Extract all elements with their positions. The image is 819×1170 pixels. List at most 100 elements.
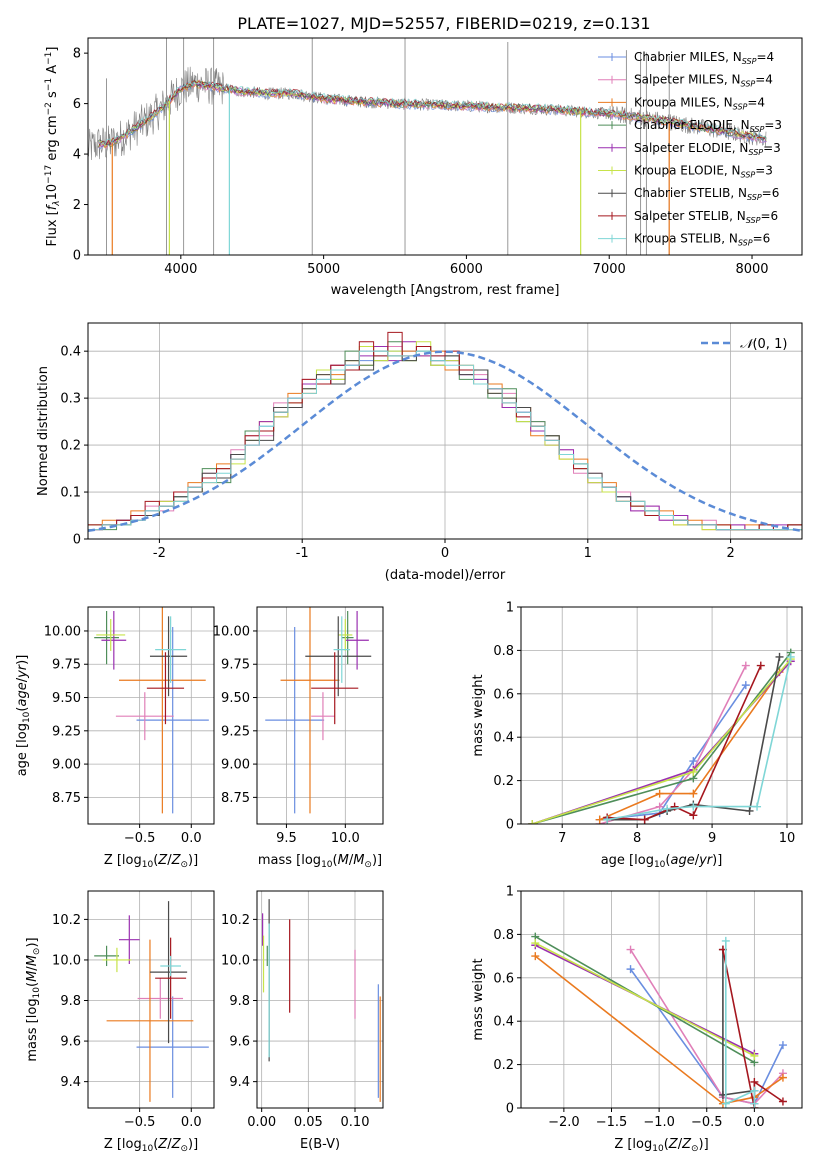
x-axis-label: age [log10(age/yr)] bbox=[601, 853, 723, 870]
series-point bbox=[750, 1077, 759, 1086]
x-axis-label: E(B-V) bbox=[300, 1137, 340, 1152]
errorbar-kroupa-elodie bbox=[102, 947, 132, 973]
series-point bbox=[655, 802, 664, 811]
axes-frame bbox=[256, 606, 384, 825]
series-kroupa-elodie bbox=[531, 939, 759, 1060]
y-tick-label: 8.75 bbox=[52, 791, 81, 806]
errorbar-chabrier-stelib bbox=[149, 616, 188, 697]
y-tick-label: 9.50 bbox=[221, 691, 250, 706]
axes-frame bbox=[256, 890, 384, 1109]
y-axis-label: mass weight bbox=[471, 958, 486, 1040]
y-tick-label: 9.8 bbox=[60, 994, 81, 1009]
y-tick-label: 0 bbox=[506, 818, 514, 833]
y-tick-label: 0 bbox=[506, 1102, 514, 1117]
x-axis-label: mass [log10(M/M⊙)] bbox=[258, 853, 382, 870]
legend-label: Salpeter MILES, NSSP=4 bbox=[634, 73, 773, 89]
x-tick-label: −1.0 bbox=[643, 1115, 675, 1130]
series-point bbox=[689, 767, 698, 776]
series-point bbox=[741, 661, 750, 670]
x-tick-label: 0.0 bbox=[181, 1115, 202, 1130]
errorbar-salpeter-stelib bbox=[146, 652, 185, 725]
y-tick-label: 0.4 bbox=[60, 345, 81, 360]
series-point bbox=[603, 815, 612, 824]
series-salpeter-miles bbox=[595, 661, 750, 824]
series-salpeter-stelib bbox=[718, 945, 787, 1108]
series-chabrier-stelib bbox=[718, 945, 759, 1099]
series-point bbox=[775, 652, 784, 661]
y-axis-label: Flux [fλ10−17 erg cm−2 s−1 A−1] bbox=[44, 47, 62, 247]
x-tick-label: 8 bbox=[633, 831, 641, 846]
x-tick-label: 0.0 bbox=[181, 831, 202, 846]
axes-frame bbox=[520, 890, 803, 1109]
legend-label: Salpeter STELIB, NSSP=6 bbox=[634, 209, 778, 225]
errorbar-chabrier-elodie bbox=[94, 610, 119, 665]
y-tick-label: 10.0 bbox=[52, 953, 81, 968]
weight-vs-Z-panel: −2.0 −1.5 −1.0 −0.5 0.0 0 0.2 0.4 0.6 0.8 1 Z [log1… bbox=[471, 885, 803, 1154]
series-point bbox=[745, 806, 754, 815]
errorbar-chabrier-elodie bbox=[94, 945, 119, 967]
model-spectrum-kroupa-stelib bbox=[97, 80, 767, 147]
y-tick-label: 9.6 bbox=[229, 1035, 250, 1050]
legend-label: Salpeter ELODIE, NSSP=3 bbox=[634, 141, 781, 157]
y-tick-label: 9.4 bbox=[229, 1075, 250, 1090]
x-tick-label: 10.0 bbox=[331, 831, 360, 846]
y-axis-label: mass weight bbox=[471, 674, 486, 756]
errorbar-salpeter-elodie bbox=[345, 610, 369, 670]
y-tick-label: 9.75 bbox=[52, 658, 81, 673]
errorbar-chabrier-miles bbox=[136, 626, 209, 814]
series-point bbox=[750, 1099, 759, 1108]
y-axis-label: Normed distribution bbox=[36, 366, 51, 496]
y-tick-label: 4 bbox=[73, 148, 81, 163]
axes-frame bbox=[520, 606, 803, 825]
y-tick-label: 0.8 bbox=[493, 928, 514, 943]
residuals-panel: -2 -1 0 1 2 0 0.1 0.2 0.3 0.4 (data-model)/error No… bbox=[36, 322, 803, 583]
y-tick-label: 9.00 bbox=[221, 758, 250, 773]
y-tick-label: 6 bbox=[73, 97, 81, 112]
y-tick-label: 0.1 bbox=[60, 486, 81, 501]
x-axis-label: (data-model)/error bbox=[385, 568, 506, 583]
series-point bbox=[721, 936, 730, 945]
series-point bbox=[689, 789, 698, 798]
series-point bbox=[595, 815, 604, 824]
errorbar-salpeter-elodie bbox=[101, 610, 127, 670]
axes-frame bbox=[87, 890, 215, 1109]
axes-frame bbox=[87, 37, 803, 256]
y-tick-label: 0 bbox=[73, 533, 81, 548]
series-salpeter-stelib bbox=[603, 661, 765, 824]
series-line bbox=[724, 940, 756, 1105]
series-chabrier-elodie bbox=[528, 648, 795, 824]
series-line bbox=[599, 665, 747, 824]
age-vs-Z-panel: −0.5 0.0 8.75 9.00 9.25 9.50 9.75 10.00 Z [log10… bbox=[15, 606, 215, 870]
y-tick-label: 0.6 bbox=[493, 971, 514, 986]
mass-vs-Z-panel: −0.5 0.0 9.4 9.6 9.8 10.0 10.2 Z [log10(Z/Z⊙)] m… bbox=[25, 890, 215, 1154]
legend-label: Kroupa ELODIE, NSSP=3 bbox=[634, 164, 773, 180]
errorbar-kroupa-stelib bbox=[333, 616, 351, 683]
y-tick-label: 0.8 bbox=[493, 644, 514, 659]
series-point bbox=[689, 811, 698, 820]
series-point bbox=[778, 1097, 787, 1106]
errorbar-chabrier-stelib bbox=[305, 616, 372, 697]
series-point bbox=[786, 652, 795, 661]
x-tick-label: 9.5 bbox=[276, 831, 297, 846]
series-point bbox=[531, 952, 540, 961]
x-tick-label: 6000 bbox=[450, 262, 483, 277]
errorbar-salpeter-miles bbox=[311, 692, 335, 741]
series-line bbox=[599, 671, 781, 821]
errorbar-kroupa-elodie bbox=[338, 618, 353, 651]
figure-title: PLATE=1027, MJD=52557, FIBERID=0219, z=0… bbox=[237, 14, 650, 33]
x-tick-label: 8000 bbox=[735, 262, 768, 277]
plot-area bbox=[94, 901, 209, 1102]
errorbar-chabrier-miles bbox=[265, 626, 325, 814]
y-tick-label: 0.2 bbox=[60, 439, 81, 454]
plot-area bbox=[265, 607, 372, 814]
residuals-legend: 𝒩(0, 1) bbox=[701, 337, 787, 352]
plot-area bbox=[88, 331, 802, 539]
legend-label: Kroupa STELIB, NSSP=6 bbox=[634, 232, 770, 248]
x-tick-label: −1.5 bbox=[596, 1115, 628, 1130]
y-tick-label: 8.75 bbox=[221, 791, 250, 806]
x-tick-label: 9 bbox=[708, 831, 716, 846]
series-point bbox=[721, 1099, 730, 1108]
plot-area bbox=[531, 932, 787, 1108]
x-tick-label: −0.5 bbox=[124, 831, 156, 846]
